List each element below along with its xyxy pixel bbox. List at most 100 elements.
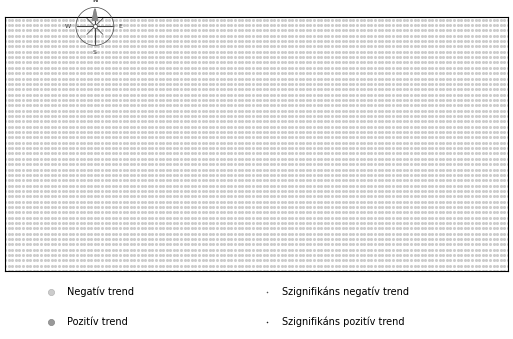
Point	[30, 124, 38, 129]
Point	[137, 268, 146, 274]
Point	[252, 44, 261, 49]
Point	[12, 49, 20, 55]
Point	[98, 81, 106, 86]
Point	[141, 215, 149, 220]
Point	[299, 236, 307, 242]
Point	[418, 71, 426, 76]
Point	[216, 199, 225, 204]
Point	[98, 145, 106, 151]
Point	[256, 253, 264, 258]
Point	[274, 231, 282, 236]
Point	[23, 215, 31, 220]
Point	[238, 247, 246, 253]
Point	[331, 199, 340, 204]
Point	[170, 81, 178, 86]
Point	[51, 103, 60, 108]
Point	[181, 236, 189, 242]
Point	[44, 258, 52, 263]
Point	[137, 71, 146, 76]
Point	[403, 199, 411, 204]
Point	[346, 44, 354, 49]
Point	[177, 242, 185, 247]
Point	[195, 151, 203, 156]
Point	[260, 65, 268, 71]
Point	[374, 151, 383, 156]
Point	[292, 71, 300, 76]
Point	[33, 247, 42, 253]
Point	[292, 167, 300, 172]
Point	[274, 113, 282, 119]
Point	[102, 151, 110, 156]
Point	[457, 49, 465, 55]
Point	[281, 108, 289, 113]
Point	[252, 183, 261, 188]
Point	[292, 194, 300, 199]
Point	[389, 54, 397, 60]
Point	[256, 124, 264, 129]
Point	[80, 167, 88, 172]
Point	[331, 124, 340, 129]
Point	[263, 92, 271, 97]
Point	[335, 135, 343, 140]
Point	[80, 33, 88, 38]
Point	[497, 172, 505, 178]
Point	[457, 253, 465, 258]
Point	[87, 172, 95, 178]
Point	[364, 167, 372, 172]
Point	[19, 71, 27, 76]
Point	[238, 97, 246, 103]
Point	[371, 199, 379, 204]
Point	[414, 17, 422, 22]
Point	[382, 17, 390, 22]
Point	[51, 54, 60, 60]
Point	[234, 236, 243, 242]
Point	[55, 156, 63, 161]
Point	[353, 220, 361, 226]
Point	[195, 194, 203, 199]
Point	[400, 253, 408, 258]
Point	[8, 49, 16, 55]
Point	[457, 242, 465, 247]
Point	[87, 183, 95, 188]
Point	[303, 268, 311, 274]
Point	[256, 236, 264, 242]
Point	[202, 135, 210, 140]
Point	[360, 161, 368, 167]
Point	[141, 167, 149, 172]
Point	[181, 242, 189, 247]
Point	[270, 215, 279, 220]
Point	[62, 27, 70, 33]
Point	[23, 236, 31, 242]
Point	[353, 194, 361, 199]
Point	[432, 253, 440, 258]
Point	[471, 38, 480, 44]
Point	[245, 231, 253, 236]
Point	[159, 92, 167, 97]
Point	[450, 129, 458, 135]
Point	[199, 38, 207, 44]
Point	[313, 44, 322, 49]
Point	[206, 54, 214, 60]
Point	[281, 97, 289, 103]
Point	[62, 44, 70, 49]
Point	[1, 97, 9, 103]
Point	[155, 199, 164, 204]
Point	[8, 183, 16, 188]
Point	[234, 220, 243, 226]
Point	[234, 204, 243, 210]
Point	[443, 236, 451, 242]
Point	[37, 226, 45, 231]
Point	[242, 17, 250, 22]
Point	[148, 258, 156, 263]
Point	[418, 76, 426, 81]
Point	[328, 188, 336, 194]
Point	[432, 236, 440, 242]
Point	[504, 33, 512, 38]
Point	[450, 33, 458, 38]
Point	[457, 108, 465, 113]
Point	[285, 97, 293, 103]
Point	[360, 119, 368, 124]
Point	[137, 156, 146, 161]
Point	[364, 27, 372, 33]
Point	[73, 258, 81, 263]
